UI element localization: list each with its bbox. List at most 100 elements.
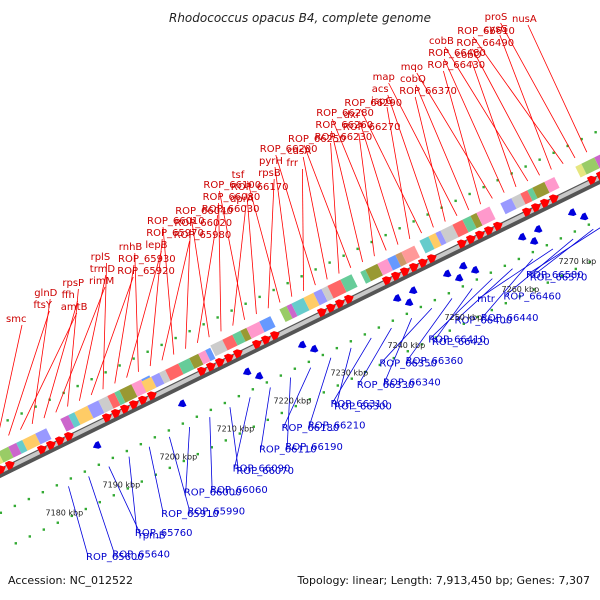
guide-dot: [286, 281, 289, 285]
reverse-gene-arrow: [404, 298, 414, 306]
guide-dot: [188, 329, 191, 333]
genome-axis: [0, 174, 600, 479]
kbp-labels: 7180 kbp 7190 kbp 7200 kbp 7210 kbp 7220 kbp…: [46, 257, 597, 517]
gene-label-ROP_66230: ROP_66230: [315, 132, 373, 143]
forward-gene-arrow: [456, 239, 467, 249]
leader-line-cobQ: [415, 84, 470, 211]
leader-line-ROP_66270: [358, 132, 375, 257]
leader-line-ispG: [386, 106, 411, 239]
gene-block: [313, 288, 328, 306]
guide-dot: [209, 408, 213, 412]
leader-line-ROP_66370: [414, 96, 446, 222]
forward-gene-arrow: [63, 432, 74, 442]
gene-block: [527, 187, 538, 201]
guide-dot: [280, 411, 283, 415]
gene-label-ROP_66340: ROP_66340: [383, 377, 441, 388]
gene-label-ROP_66440: ROP_66440: [481, 313, 539, 324]
leader-line-ROP_66280: [331, 118, 387, 251]
guide-dot: [336, 384, 339, 387]
forward-gene-arrow: [251, 339, 262, 349]
gene-block: [60, 415, 75, 432]
leader-line-ROP_66040: [190, 216, 210, 338]
guide-dot: [41, 490, 45, 494]
gene-block: [205, 347, 216, 362]
leader-line-ROP_65990: [169, 436, 190, 511]
leader-line-ROP_66170: [246, 192, 257, 315]
guide-dot: [146, 350, 149, 353]
leader-line-trmD: [79, 274, 107, 401]
guide-dot: [279, 374, 283, 377]
gene-block: [303, 292, 320, 311]
guide-dot: [517, 257, 521, 261]
guide-dot: [350, 377, 353, 380]
forward-gene-arrow: [54, 436, 65, 446]
guide-dot: [490, 308, 493, 312]
gene-label-ROP_66030: ROP_66030: [202, 204, 260, 215]
reverse-gene-arrow: [309, 344, 319, 353]
guide-dot: [97, 463, 101, 466]
gene-label-rnhB: rnhB: [119, 242, 143, 253]
guide-dot: [126, 487, 129, 490]
gene-label-ROP_66060: ROP_66060: [210, 485, 268, 496]
leader-line-cysG: [499, 34, 552, 170]
gene-label-ffh: ffh: [62, 290, 75, 301]
gene-label-ROP_66430: ROP_66430: [427, 60, 485, 71]
leader-line-nusA: [527, 24, 588, 153]
forward-gene-arrow: [586, 175, 597, 185]
guide-dot: [462, 322, 465, 325]
leader-line-proS: [500, 22, 576, 159]
gene-label-amtB: amtB: [61, 302, 88, 313]
leader-line-ROP_66340: [384, 318, 412, 382]
gene-label-mtr: mtr: [477, 294, 496, 305]
guide-dot: [0, 511, 3, 514]
guide-dot: [56, 521, 59, 524]
axis-band-highlight: [0, 175, 600, 474]
guide-dot: [139, 442, 143, 446]
forward-gene-arrow: [0, 465, 6, 475]
gene-block: [22, 433, 41, 451]
guide-dot: [524, 165, 527, 168]
guide-dot: [104, 371, 107, 374]
gene-block: [544, 177, 560, 193]
leader-line-dxr: [359, 120, 399, 245]
guide-dot: [216, 316, 219, 319]
forward-gene-arrow: [196, 366, 207, 376]
gene-label-ROP_66350: ROP_66350: [379, 359, 437, 370]
leader-line-ROP_65970: [149, 238, 163, 367]
gene-label-ROP_66180: ROP_66180: [282, 423, 340, 434]
guide-dot: [111, 456, 115, 460]
map-title: Rhodococcus opacus B4, complete genome: [169, 11, 431, 25]
gene-label-mqo: mqo: [401, 62, 423, 73]
gene-label-ROP_65980: ROP_65980: [174, 230, 232, 241]
gene-label-ROP_66170: ROP_66170: [231, 182, 289, 193]
gene-label-ROP_66400: ROP_66400: [455, 316, 513, 327]
gene-label-pyrH: pyrH: [259, 156, 283, 167]
gene-block: [119, 384, 138, 403]
reverse-gene-arrow: [254, 371, 264, 380]
guide-dot: [454, 199, 457, 203]
gene-label-ROP_66270: ROP_66270: [343, 122, 401, 133]
gene-block: [360, 269, 371, 284]
gene-label-frr: frr: [286, 158, 298, 169]
guide-dot: [328, 261, 331, 264]
guide-dot: [560, 274, 563, 277]
forward-gene-arrow: [45, 440, 56, 450]
gene-label-ispG: ispG: [371, 96, 393, 107]
leader-line-ROP_66480: [443, 58, 505, 193]
gene-block: [395, 252, 407, 267]
gene-label-glnD: glnD: [34, 288, 57, 299]
gene-label-cobB: cobB: [429, 36, 454, 47]
kbp-label-8: 7260 kbp: [502, 285, 540, 294]
gene-block: [222, 334, 238, 351]
guide-dot: [20, 412, 23, 415]
guide-dot: [196, 452, 199, 456]
leader-line-ROP_66010: [162, 226, 175, 355]
gene-block: [240, 327, 252, 342]
gene-block: [35, 428, 52, 445]
leader-line-ROP_66290: [360, 108, 422, 234]
guide-dot: [13, 504, 17, 508]
gene-block: [594, 154, 600, 169]
guide-dot: [531, 250, 535, 254]
gene-block: [476, 206, 496, 226]
accession-text: Accession: NC_012522: [8, 574, 134, 587]
